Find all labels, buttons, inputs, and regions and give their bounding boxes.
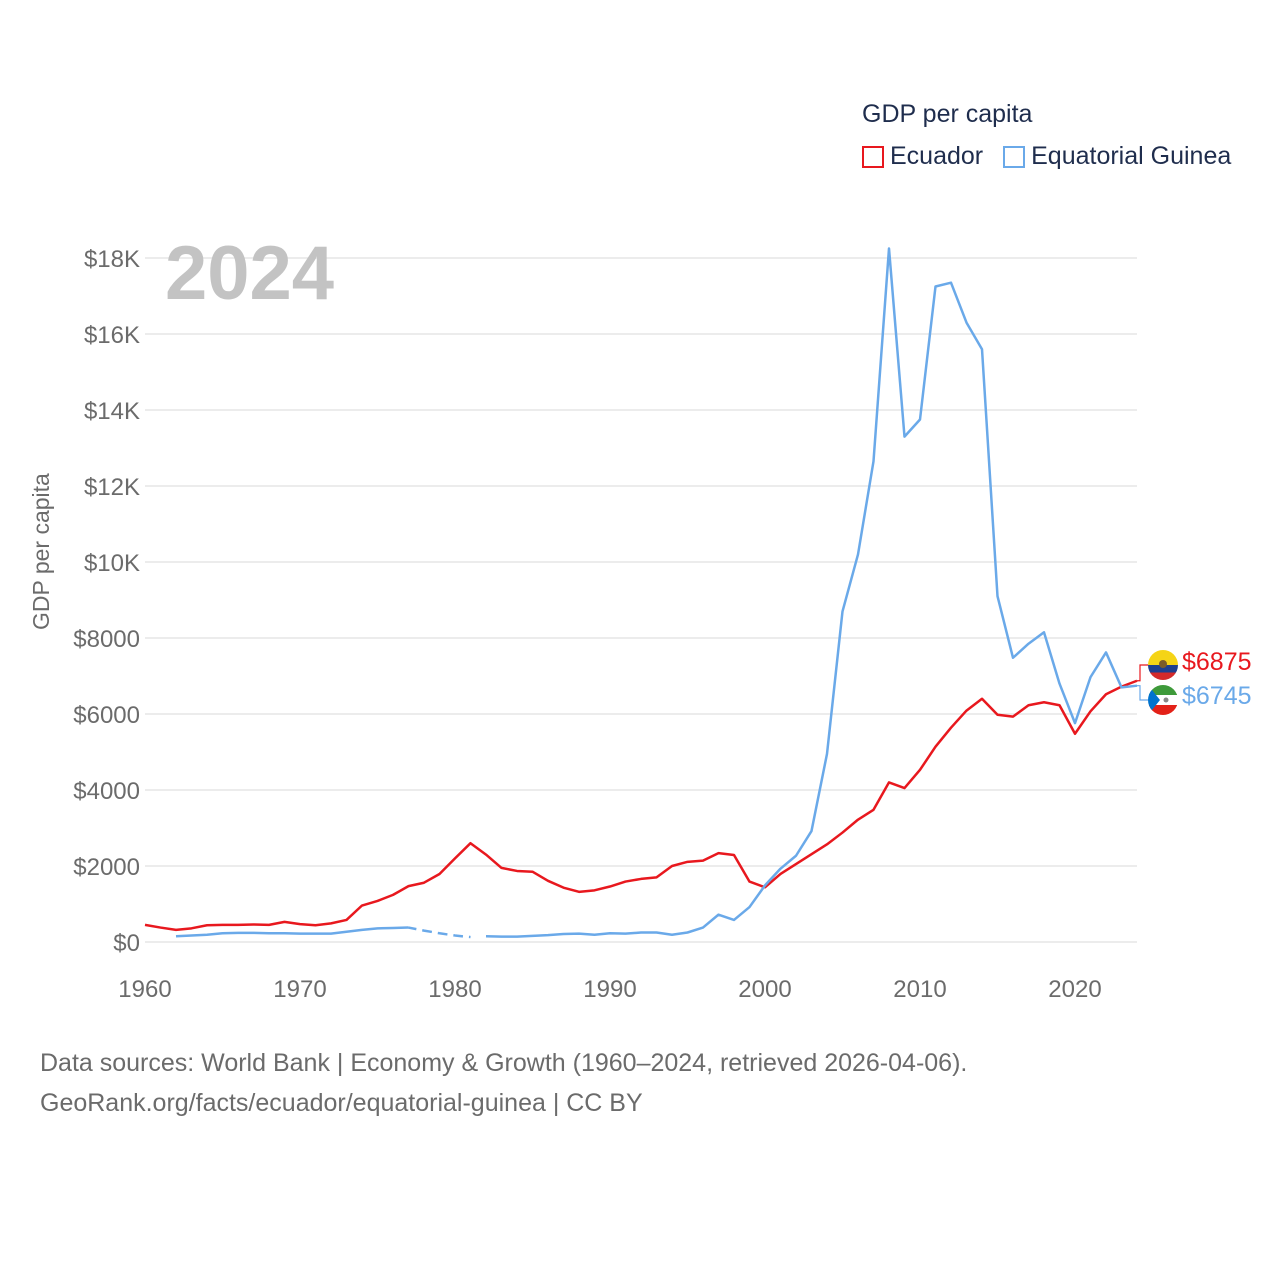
legend-swatch-ecuador (862, 145, 884, 168)
series-line-ecuador (144, 679, 1138, 932)
y-tick-label: $14K (84, 398, 140, 425)
series-gap-equatorial-guinea (408, 926, 471, 939)
x-tick-label: 1970 (273, 976, 326, 1003)
y-tick-label: $2000 (73, 854, 140, 881)
year-label: 2024 (165, 231, 335, 316)
y-tick-label: $4000 (73, 778, 140, 805)
end-label-equatorial-guinea: $6745 (1182, 682, 1252, 710)
connector-equatorial-guinea (1137, 685, 1148, 701)
legend-entry-equatorial-guinea[interactable]: Equatorial Guinea (1003, 142, 1231, 171)
legend-label-ecuador: Ecuador (890, 142, 984, 170)
y-tick-label: $8000 (73, 626, 140, 653)
y-tick-label: $10K (84, 550, 140, 577)
connector-ecuador (1137, 664, 1148, 682)
y-tick-label: $16K (84, 322, 140, 349)
y-tick-label: $0 (113, 930, 140, 957)
series-lines (144, 247, 1138, 939)
x-tick-label: 1960 (118, 976, 171, 1003)
x-tick-label: 1990 (583, 976, 636, 1003)
source-line-2[interactable]: GeoRank.org/facts/ecuador/equatorial-gui… (40, 1089, 643, 1117)
y-tick-labels: $0 $2000 $4000 $6000 $8000 $10K $12K $14K $16K $1… (73, 246, 140, 957)
x-tick-label: 2010 (893, 976, 946, 1003)
legend: Ecuador Equatorial Guinea (862, 142, 1251, 171)
y-axis-label: GDP per capita (28, 473, 54, 630)
legend-entry-ecuador[interactable]: Ecuador (862, 142, 983, 171)
equatorial-guinea-flag-icon (1148, 685, 1178, 715)
gridlines (145, 257, 1137, 943)
x-tick-label: 2000 (738, 976, 791, 1003)
y-tick-label: $12K (84, 474, 140, 501)
legend-label-equatorial-guinea: Equatorial Guinea (1031, 142, 1232, 170)
legend-swatch-equatorial-guinea (1003, 145, 1026, 168)
y-tick-label: $6000 (73, 702, 140, 729)
series-line-equatorial-guinea (175, 247, 1138, 938)
end-markers (1137, 650, 1178, 715)
x-tick-labels: 1960 1970 1980 1990 2000 2010 2020 (118, 976, 1101, 1003)
x-tick-label: 1980 (428, 976, 481, 1003)
ecuador-flag-icon (1148, 650, 1178, 680)
y-tick-label: $18K (84, 246, 140, 273)
source-line-1: Data sources: World Bank | Economy & Gro… (40, 1049, 968, 1077)
legend-title: GDP per capita (862, 100, 1033, 128)
data-source-note: Data sources: World Bank | Economy & Gro… (40, 1043, 967, 1123)
x-tick-label: 2020 (1048, 976, 1101, 1003)
end-label-ecuador: $6875 (1182, 648, 1252, 676)
